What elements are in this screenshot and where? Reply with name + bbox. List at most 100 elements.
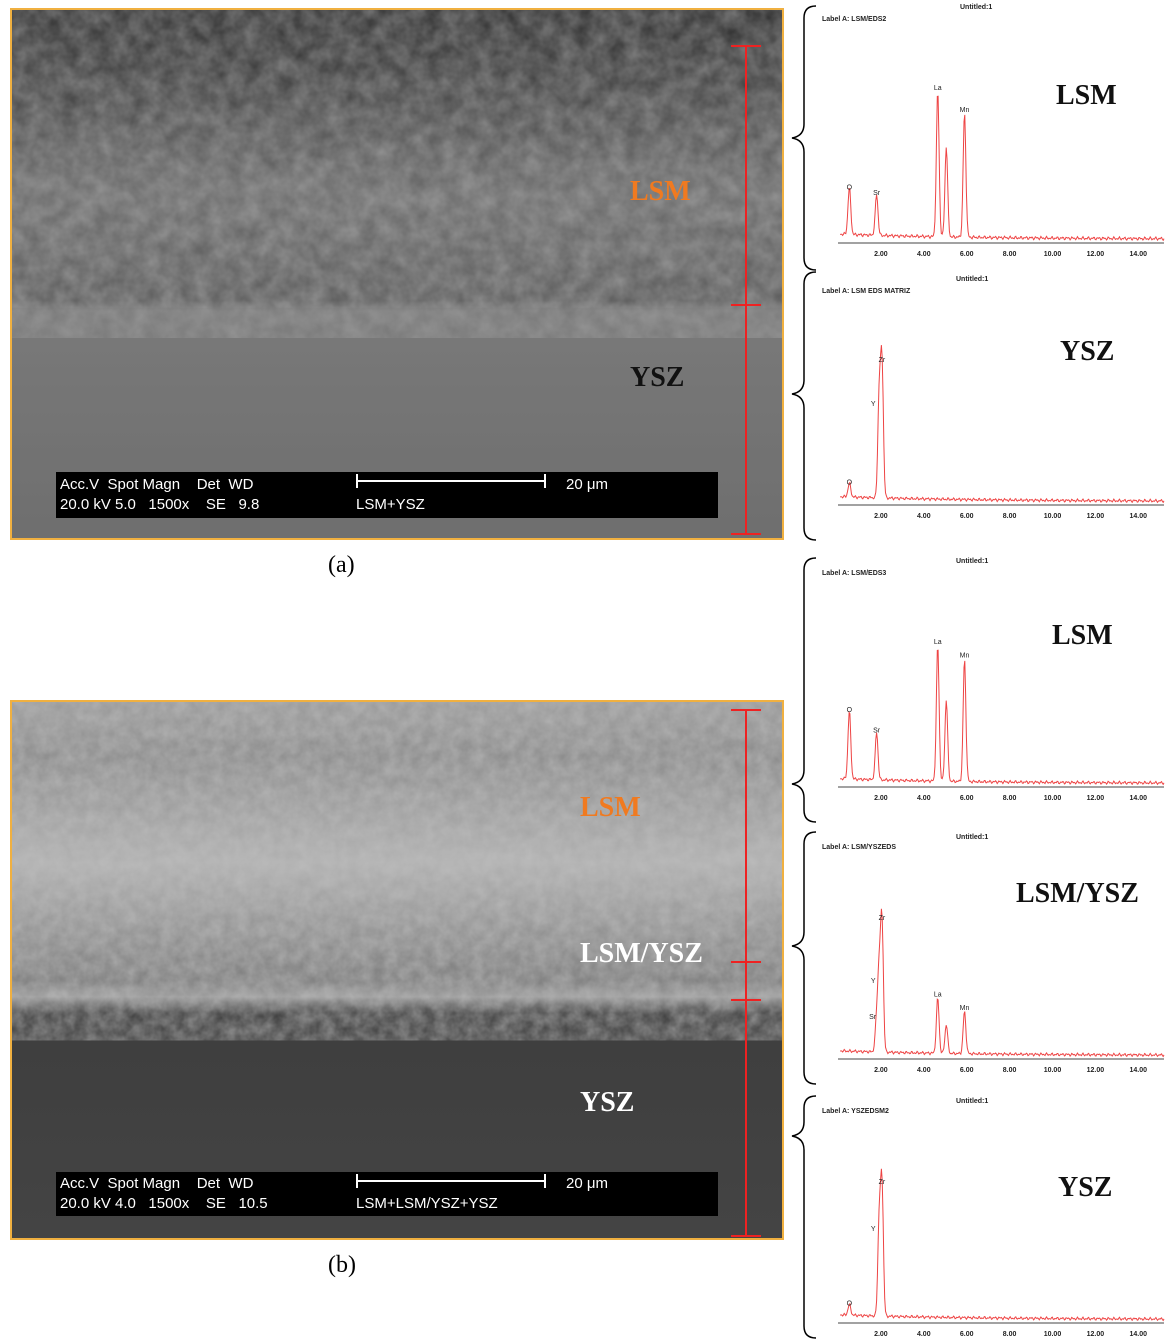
energy-tick-label: 10.00: [1044, 251, 1062, 258]
spectrum-window-title: Untitled:1: [956, 276, 989, 283]
layer-label-lsm-b: LSM: [580, 792, 641, 823]
scale-bar: [356, 474, 546, 488]
databar-values: 20.0 kV 5.0 1500x SE 9.8: [60, 496, 260, 513]
energy-tick-label: 14.00: [1129, 795, 1147, 802]
peak-label: Mn: [960, 1005, 970, 1012]
caption-a: (a): [328, 552, 355, 578]
energy-tick-label: 10.00: [1044, 1067, 1062, 1074]
energy-tick-label: 2.00: [874, 1331, 888, 1338]
peak-label: La: [934, 85, 942, 92]
peak-label: Zr: [879, 357, 886, 364]
brace-b-ysz: [791, 1095, 817, 1339]
energy-tick-label: 6.00: [960, 251, 974, 258]
peak-label: La: [934, 992, 942, 999]
sem-image-a: LSM YSZ Acc.V Spot Magn Det WD 20.0 kV 5…: [10, 8, 784, 540]
energy-tick-label: 6.00: [960, 1067, 974, 1074]
energy-tick-label: 4.00: [917, 795, 931, 802]
energy-tick-label: 14.00: [1129, 1067, 1147, 1074]
energy-tick-label: 8.00: [1003, 795, 1017, 802]
databar-header: Acc.V Spot Magn Det WD: [60, 476, 254, 493]
energy-tick-label: 10.00: [1044, 513, 1062, 520]
brace-b-lsm: [791, 557, 817, 823]
eds-spectrum-5: Untitled:1 Label A: YSZEDSM2 YSZ 2.00 4.0…: [820, 1098, 1166, 1344]
energy-tick-label: 12.00: [1087, 251, 1105, 258]
spectrum-plot: 2.00 4.00 6.00 8.00 10.00 12.00 14.00 O Sr La Mn: [838, 639, 1165, 802]
spectrum-curve: [839, 345, 1165, 504]
energy-tick-label: 4.00: [917, 1331, 931, 1338]
spectrum-window-title: Untitled:1: [960, 4, 993, 11]
spectrum-label: Label A: LSM/EDS2: [822, 16, 887, 23]
databar-values: 20.0 kV 4.0 1500x SE 10.5: [60, 1195, 268, 1212]
layer-label-lsm-a: LSM: [630, 176, 691, 207]
peak-label: Zr: [879, 1179, 886, 1186]
energy-tick-label: 12.00: [1087, 1331, 1105, 1338]
thickness-marker-a: [731, 45, 761, 535]
energy-tick-label: 12.00: [1087, 795, 1105, 802]
spectrum-curve: [839, 95, 1165, 242]
spectrum-plot: 2.00 4.00 6.00 8.00 10.00 12.00 14.00 Zr Y Sr La Mn: [838, 908, 1165, 1074]
scale-label: 20 μm: [566, 1175, 608, 1192]
sem-image-b: LSM LSM/YSZ YSZ Acc.V Spot Magn Det WD 2…: [10, 700, 784, 1240]
energy-tick-label: 8.00: [1003, 1331, 1017, 1338]
peak-label: Mn: [960, 107, 970, 114]
energy-tick-label: 2.00: [874, 795, 888, 802]
spectrum-layer-name: LSM: [1052, 620, 1113, 651]
energy-tick-label: 4.00: [917, 251, 931, 258]
spectrum-layer-name: LSM: [1056, 80, 1117, 111]
scale-bar: [356, 1174, 546, 1188]
energy-tick-label: 10.00: [1044, 1331, 1062, 1338]
scale-label: 20 μm: [566, 476, 608, 493]
peak-label: Sr: [873, 727, 881, 734]
spectrum-curve: [839, 908, 1165, 1058]
spectrum-window-title: Untitled:1: [956, 558, 989, 565]
brace-a-lsm: [791, 5, 817, 271]
layer-label-ysz-b: YSZ: [580, 1087, 635, 1118]
spectrum-curve: [839, 649, 1165, 786]
energy-tick-label: 2.00: [874, 1067, 888, 1074]
spectrum-label: Label A: YSZEDSM2: [822, 1108, 889, 1115]
peak-label: La: [934, 639, 942, 646]
energy-tick-label: 6.00: [960, 795, 974, 802]
brace-b-lsm-ysz: [791, 831, 817, 1085]
spectrum-plot: 2.00 4.00 6.00 8.00 10.00 12.00 14.00 O Sr La Mn: [838, 85, 1165, 258]
peak-label: Zr: [879, 915, 886, 922]
peak-label: Sr: [869, 1014, 877, 1021]
energy-tick-label: 12.00: [1087, 513, 1105, 520]
energy-tick-label: 10.00: [1044, 795, 1062, 802]
energy-tick-label: 6.00: [960, 1331, 974, 1338]
energy-tick-label: 14.00: [1129, 251, 1147, 258]
peak-label: O: [847, 184, 853, 191]
sem-databar-a: Acc.V Spot Magn Det WD 20.0 kV 5.0 1500x…: [56, 472, 718, 518]
spectrum-plot: 2.00 4.00 6.00 8.00 10.00 12.00 14.00 O Zr Y: [838, 345, 1165, 520]
spectrum-label: Label A: LSM/EDS3: [822, 570, 887, 577]
eds-spectrum-3: Untitled:1 Label A: LSM/EDS3 LSM 2.00 4.0…: [820, 558, 1166, 808]
brace-a-ysz: [791, 271, 817, 541]
eds-spectrum-1: Untitled:1 Label A: LSM/EDS2 LSM 2.00 4.0…: [820, 4, 1166, 264]
spectrum-window-title: Untitled:1: [956, 834, 989, 841]
energy-tick-label: 2.00: [874, 513, 888, 520]
spectrum-label: Label A: LSM EDS MATRIZ: [822, 288, 911, 295]
peak-label: Y: [871, 1226, 876, 1233]
spectrum-window-title: Untitled:1: [956, 1098, 989, 1105]
caption-b: (b): [328, 1252, 356, 1278]
energy-tick-label: 8.00: [1003, 1067, 1017, 1074]
peak-label: Mn: [960, 653, 970, 660]
spectrum-plot: 2.00 4.00 6.00 8.00 10.00 12.00 14.00 O Zr Y: [838, 1168, 1165, 1338]
energy-tick-label: 12.00: [1087, 1067, 1105, 1074]
eds-spectrum-4: Untitled:1 Label A: LSM/YSZEDS LSM/YSZ 2…: [820, 834, 1166, 1080]
energy-tick-label: 8.00: [1003, 251, 1017, 258]
energy-tick-label: 14.00: [1129, 513, 1147, 520]
spectrum-layer-name: LSM/YSZ: [1016, 878, 1139, 909]
sem-databar-b: Acc.V Spot Magn Det WD 20.0 kV 4.0 1500x…: [56, 1172, 718, 1216]
sem-texture-b: [12, 702, 782, 1238]
energy-tick-label: 2.00: [874, 251, 888, 258]
peak-label: O: [847, 479, 853, 486]
sem-texture-a: [12, 10, 782, 538]
energy-tick-label: 4.00: [917, 513, 931, 520]
energy-tick-label: 6.00: [960, 513, 974, 520]
spectrum-layer-name: YSZ: [1058, 1172, 1113, 1203]
peak-label: Y: [871, 978, 876, 985]
energy-tick-label: 8.00: [1003, 513, 1017, 520]
spectrum-layer-name: YSZ: [1060, 336, 1115, 367]
spectrum-curve: [839, 1168, 1165, 1322]
